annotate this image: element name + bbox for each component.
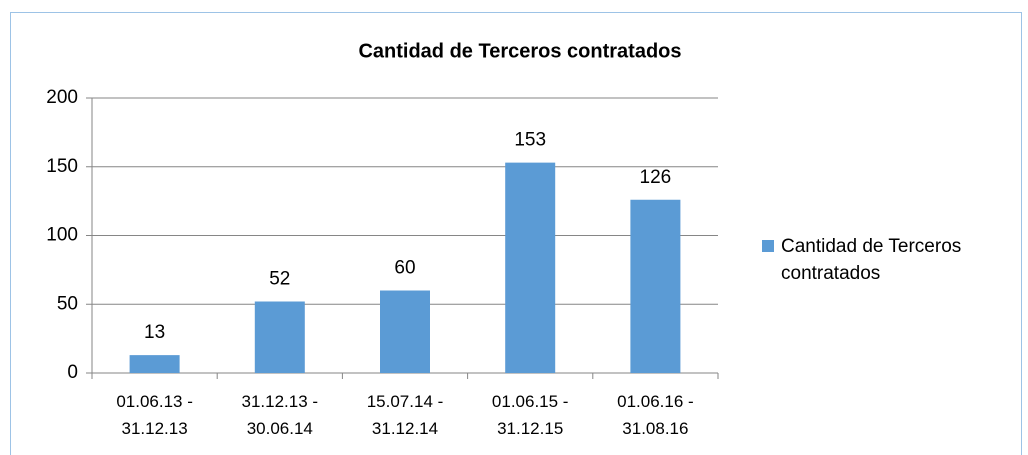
x-tick-label: 01.06.15 - 31.12.15 [492,392,569,438]
x-tick-label-line: 31.12.13 [122,419,188,438]
x-tick-label-line: 31.12.14 [372,419,438,438]
bar [129,355,180,373]
bar [505,162,556,373]
bar [630,199,681,373]
y-tick-label: 100 [46,225,78,246]
y-tick-label: 200 [46,87,78,108]
x-tick-label-line: 31.12.13 - [242,392,319,411]
x-tick-label-line: 01.06.15 - [492,392,569,411]
x-tick-label: 01.06.13 - 31.12.13 [116,392,193,438]
x-tick-label: 31.12.13 - 30.06.14 [242,392,319,438]
y-tick-label: 150 [46,156,78,177]
bar [254,301,305,373]
x-tick-label-line: 01.06.13 - [116,392,193,411]
data-label: 52 [269,269,290,290]
data-label: 126 [640,167,672,188]
data-label: 13 [144,322,165,343]
x-tick-label-line: 15.07.14 - [367,392,444,411]
x-tick-label: 01.06.16 - 31.08.16 [617,392,694,438]
x-tick-label: 15.07.14 - 31.12.14 [367,392,444,438]
bar [380,290,430,373]
chart-title: Cantidad de Terceros contratados [358,40,681,62]
x-tick-label-line: 30.06.14 [247,419,313,438]
data-label: 60 [394,258,415,279]
legend-label: Cantidad de Terceros contratados [781,236,962,284]
x-tick-label-line: 31.12.15 [497,419,563,438]
data-label: 153 [514,130,546,151]
legend-swatch [762,240,774,252]
y-tick-label: 0 [67,362,78,383]
y-tick-label: 50 [57,293,78,314]
chart-frame [10,12,1022,455]
x-tick-label-line: 31.08.16 [622,419,688,438]
x-tick-label-line: 01.06.16 - [617,392,694,411]
